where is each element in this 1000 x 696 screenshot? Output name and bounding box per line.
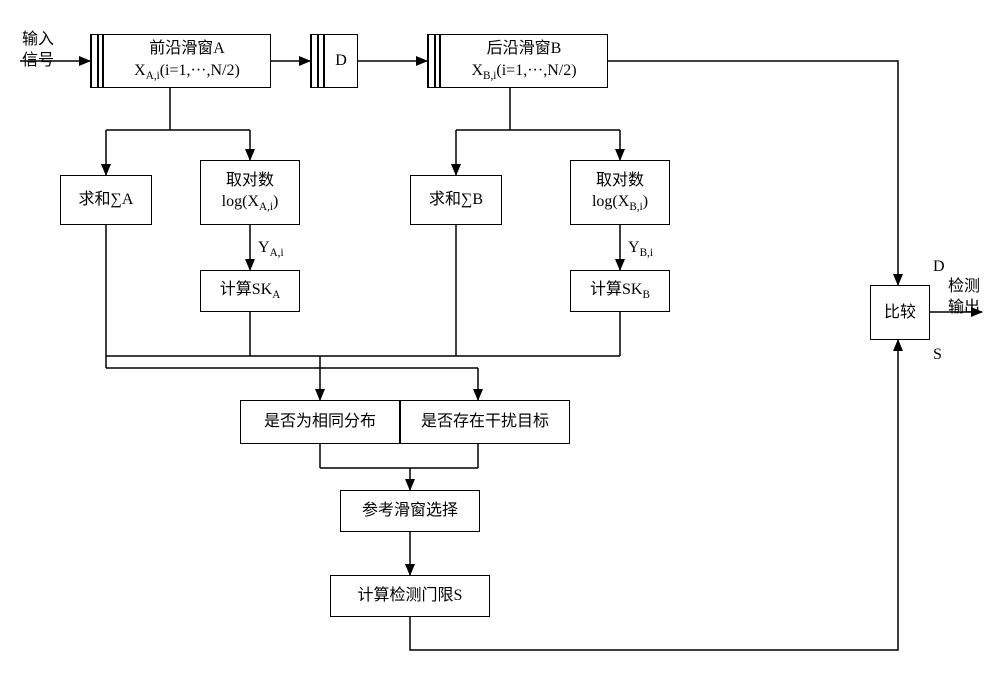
yb-label: YB,i xyxy=(628,238,653,261)
diagram-canvas: 输入信号 前沿滑窗A XA,i(i=1,···,N/2) D 后沿滑窗B XB,… xyxy=(0,0,1000,696)
d-side-text: D xyxy=(933,258,945,275)
node-d-cell: D xyxy=(324,34,358,88)
interfere-text: 是否存在干扰目标 xyxy=(421,411,549,433)
log-a-line1: 取对数 xyxy=(226,170,274,192)
same-dist-text: 是否为相同分布 xyxy=(264,411,376,433)
node-sum-b: 求和∑B xyxy=(410,175,502,225)
node-compare: 比较 xyxy=(870,285,930,340)
node-select: 参考滑窗选择 xyxy=(340,490,480,532)
window-b-line1: 后沿滑窗B xyxy=(487,38,562,60)
yb-text: YB,i xyxy=(628,239,653,256)
select-text: 参考滑窗选择 xyxy=(362,500,458,522)
d-cell-text: D xyxy=(335,50,347,72)
sk-a-text: 计算SKA xyxy=(220,279,281,303)
sk-b-text: 计算SKB xyxy=(590,279,650,303)
d-side-label: D xyxy=(933,257,945,278)
node-interfere: 是否存在干扰目标 xyxy=(400,400,570,444)
output-label: 检测输出 xyxy=(940,277,988,319)
window-b-line2: XB,i(i=1,···,N/2) xyxy=(471,60,576,84)
node-log-a: 取对数 log(XA,i) xyxy=(200,160,300,225)
output-text: 检测输出 xyxy=(948,278,980,316)
node-sum-a: 求和∑A xyxy=(60,175,152,225)
sum-a-text: 求和∑A xyxy=(79,189,134,211)
node-sk-b: 计算SKB xyxy=(570,270,670,312)
input-signal-text: 输入信号 xyxy=(22,31,54,69)
window-a-line2: XA,i(i=1,···,N/2) xyxy=(134,60,240,84)
log-b-line1: 取对数 xyxy=(596,170,644,192)
input-signal-label: 输入信号 xyxy=(18,30,58,72)
ya-text: YA,i xyxy=(258,239,284,256)
compare-text: 比较 xyxy=(884,302,916,324)
node-window-b: 后沿滑窗B XB,i(i=1,···,N/2) xyxy=(440,34,608,88)
ya-label: YA,i xyxy=(258,238,284,261)
d-left-bars2 xyxy=(317,34,324,88)
s-side-label: S xyxy=(933,345,942,366)
threshold-text: 计算检测门限S xyxy=(358,585,463,607)
node-threshold: 计算检测门限S xyxy=(330,575,490,617)
connectors-layer xyxy=(0,0,1000,696)
node-sk-a: 计算SKA xyxy=(200,270,300,312)
node-same-dist: 是否为相同分布 xyxy=(240,400,400,444)
window-a-line1: 前沿滑窗A xyxy=(149,38,225,60)
s-side-text: S xyxy=(933,346,942,363)
log-a-line2: log(XA,i) xyxy=(222,191,279,215)
sum-b-text: 求和∑B xyxy=(429,189,483,211)
node-window-a: 前沿滑窗A XA,i(i=1,···,N/2) xyxy=(103,34,271,88)
node-log-b: 取对数 log(XB,i) xyxy=(570,160,670,225)
log-b-line2: log(XB,i) xyxy=(592,191,648,215)
